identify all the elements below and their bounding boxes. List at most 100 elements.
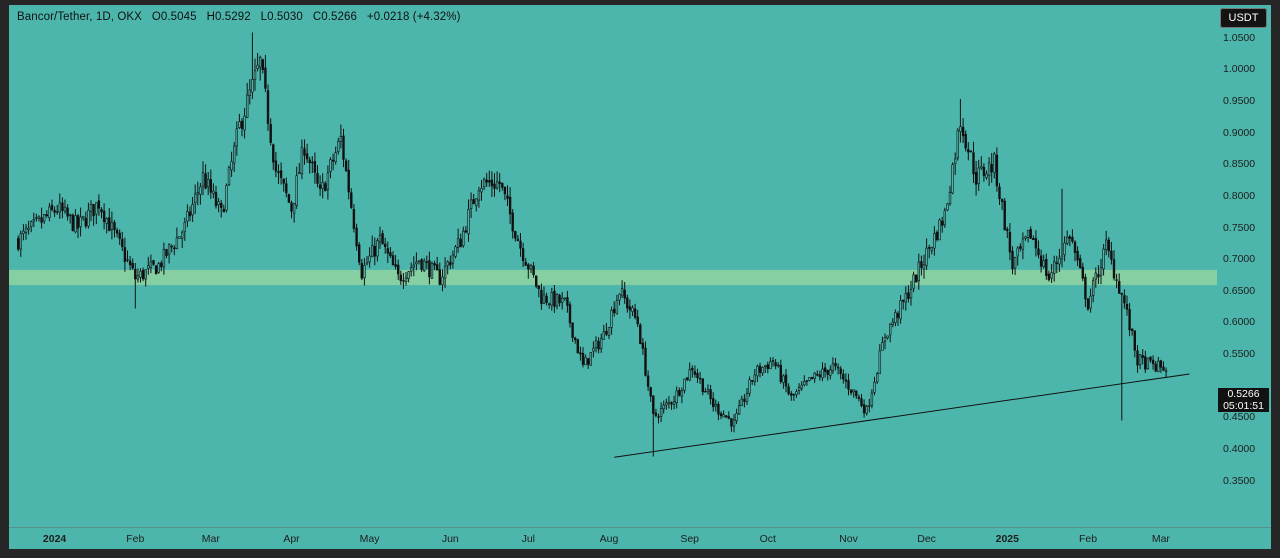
candle-body <box>605 330 608 335</box>
candle-body <box>808 377 811 381</box>
candle-body <box>279 170 283 178</box>
candle-body <box>488 180 491 183</box>
candle-body <box>17 238 20 250</box>
chart-svg[interactable] <box>9 5 1217 527</box>
candle <box>964 130 967 152</box>
candle <box>462 226 465 248</box>
candle <box>1047 270 1051 282</box>
candle <box>925 238 928 270</box>
candle <box>623 282 626 304</box>
candle-body <box>170 245 173 248</box>
candle <box>639 323 642 345</box>
legend-low: 0.5030 <box>267 11 303 23</box>
candle <box>974 161 978 196</box>
candle <box>521 242 525 267</box>
candle-body <box>704 390 707 393</box>
candle-body <box>305 153 309 160</box>
candle-body <box>823 367 827 372</box>
candle-body <box>1076 250 1079 261</box>
candle-body <box>1068 236 1072 239</box>
time-axis[interactable] <box>9 527 1217 549</box>
candle-body <box>391 255 395 266</box>
candle-body <box>175 237 179 249</box>
time-tick-label: Nov <box>839 533 858 545</box>
candle <box>800 381 803 391</box>
candle-body <box>1050 272 1053 279</box>
candle-body <box>938 219 941 241</box>
candle <box>279 162 283 185</box>
candle-body <box>53 210 56 213</box>
time-tick-label: 2025 <box>995 533 1019 545</box>
candle <box>865 404 868 416</box>
candle <box>399 270 402 285</box>
candle <box>745 388 749 405</box>
candle-body <box>147 265 150 269</box>
candle <box>292 202 296 223</box>
candle <box>1112 250 1116 281</box>
candle-body <box>922 263 926 270</box>
candle-body <box>566 297 569 306</box>
candle-body <box>331 159 335 162</box>
candle <box>1128 303 1131 337</box>
candle <box>251 32 254 99</box>
candle <box>875 372 879 384</box>
candle <box>995 147 999 192</box>
trendline[interactable] <box>614 373 1190 458</box>
price-scale[interactable] <box>1217 5 1271 527</box>
candle-body <box>181 232 184 239</box>
candle-body <box>870 392 874 407</box>
candle-body <box>662 404 665 410</box>
candle-body <box>352 209 356 229</box>
candle-body <box>1063 242 1066 256</box>
candle-body <box>55 211 59 213</box>
candle <box>1066 230 1069 246</box>
candle-body <box>1094 272 1098 280</box>
candle-body <box>946 203 949 211</box>
candle <box>1084 273 1087 307</box>
candle-body <box>66 207 69 217</box>
candle <box>714 399 718 412</box>
candle-body <box>243 115 246 131</box>
currency-button[interactable]: USDT <box>1220 8 1267 28</box>
legend-change: +0.0218 (+4.32%) <box>366 11 461 23</box>
candle <box>842 369 845 384</box>
candle-body <box>826 369 829 375</box>
candle <box>896 311 900 326</box>
candle <box>1029 226 1032 239</box>
candle <box>797 383 801 395</box>
candle <box>376 238 379 262</box>
candle <box>160 260 163 272</box>
candle <box>935 230 939 242</box>
candle <box>750 379 754 385</box>
candle-body <box>641 342 645 349</box>
candle <box>844 373 848 389</box>
candle <box>58 193 62 219</box>
candle-body <box>636 316 639 325</box>
candle-body <box>779 364 783 382</box>
candle <box>282 178 285 192</box>
candle-body <box>821 368 824 379</box>
candle-body <box>524 261 527 266</box>
candle-body <box>1112 259 1116 279</box>
candle <box>529 263 533 274</box>
candle-body <box>1024 236 1027 239</box>
candle <box>183 217 186 241</box>
candle-body <box>865 405 868 414</box>
candle <box>493 173 496 197</box>
candle <box>404 272 408 286</box>
candle-body <box>412 264 415 268</box>
candle-body <box>883 337 887 342</box>
candle-body <box>1079 258 1082 268</box>
candle-body <box>24 227 28 233</box>
candle <box>469 192 473 218</box>
candle-body <box>1118 281 1121 294</box>
candle-body <box>456 238 460 248</box>
candle <box>113 219 116 238</box>
candle-body <box>571 322 574 338</box>
candle-body <box>89 204 93 212</box>
candle-body <box>102 210 106 222</box>
candle <box>1131 328 1134 336</box>
candle-body <box>1086 298 1090 310</box>
candle-body <box>818 374 822 378</box>
candle <box>110 211 114 240</box>
